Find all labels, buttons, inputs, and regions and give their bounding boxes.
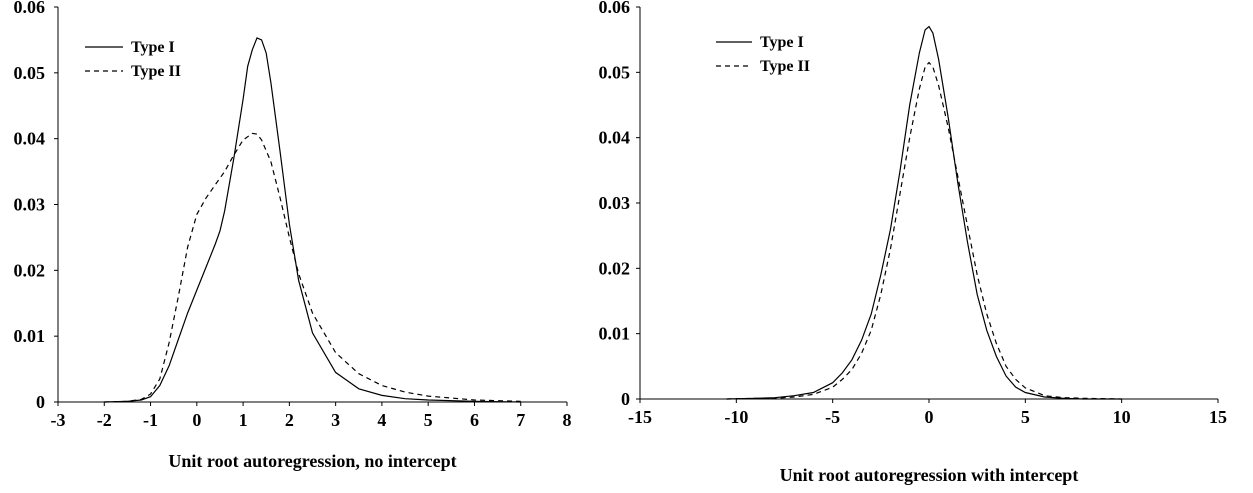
x-axis-label: Unit root autoregression, no intercept — [168, 451, 456, 471]
legend-label: Type I — [131, 39, 175, 56]
y-tick-label: 0.06 — [599, 0, 631, 17]
series-line-type-ii — [104, 132, 521, 403]
x-tick-label: 0 — [192, 410, 201, 430]
x-tick-label: -1 — [143, 410, 158, 430]
series-line-type-ii — [726, 61, 1122, 400]
x-tick-label: 10 — [1113, 407, 1131, 427]
y-tick-label: 0.03 — [14, 195, 46, 215]
y-tick-label: 0.04 — [14, 129, 46, 149]
y-tick-label: 0.02 — [14, 260, 46, 280]
y-tick-label: 0.01 — [599, 324, 631, 344]
y-tick-label: 0.05 — [599, 62, 631, 82]
x-tick-label: 5 — [1021, 407, 1030, 427]
series-line-type-i — [104, 37, 521, 403]
y-tick-label: 0.04 — [599, 128, 631, 148]
x-tick-label: 1 — [239, 410, 248, 430]
x-tick-label: 2 — [285, 410, 294, 430]
y-tick-label: 0.03 — [599, 193, 631, 213]
x-tick-label: 6 — [470, 410, 479, 430]
x-tick-label: 4 — [377, 410, 386, 430]
x-tick-label: -10 — [724, 407, 748, 427]
x-tick-label: 8 — [563, 410, 572, 430]
legend-label: Type II — [760, 58, 810, 75]
y-tick-label: 0 — [621, 389, 630, 409]
x-tick-label: 0 — [925, 407, 934, 427]
legend-label: Type II — [131, 63, 181, 80]
y-tick-label: 0.01 — [14, 326, 46, 346]
legend-label: Type I — [760, 34, 804, 51]
x-tick-label: -15 — [628, 407, 652, 427]
x-tick-label: 7 — [516, 410, 525, 430]
chart-2: 0 0.01 0.02 0.03 0.04 0.05 0.06 -15 -10 -5 0 5 10 15 U… — [599, 0, 1228, 485]
x-tick-label: -5 — [825, 407, 840, 427]
y-tick-label: 0 — [36, 392, 45, 412]
x-tick-label: 3 — [331, 410, 340, 430]
y-tick-label: 0.05 — [14, 63, 46, 83]
x-axis-label: Unit root autoregression with intercept — [780, 465, 1079, 485]
y-tick-label: 0.02 — [599, 258, 631, 278]
x-tick-label: 5 — [424, 410, 433, 430]
x-tick-label: -3 — [51, 410, 66, 430]
y-tick-label: 0.06 — [14, 0, 46, 17]
x-tick-label: 15 — [1209, 407, 1227, 427]
chart-1: 0 0.01 0.02 0.03 0.04 0.05 0.06 -3 -2 -1 0 1 2 3 4 5 6 7 8… — [14, 0, 572, 471]
x-tick-label: -2 — [97, 410, 112, 430]
series-line-type-i — [726, 25, 1122, 400]
